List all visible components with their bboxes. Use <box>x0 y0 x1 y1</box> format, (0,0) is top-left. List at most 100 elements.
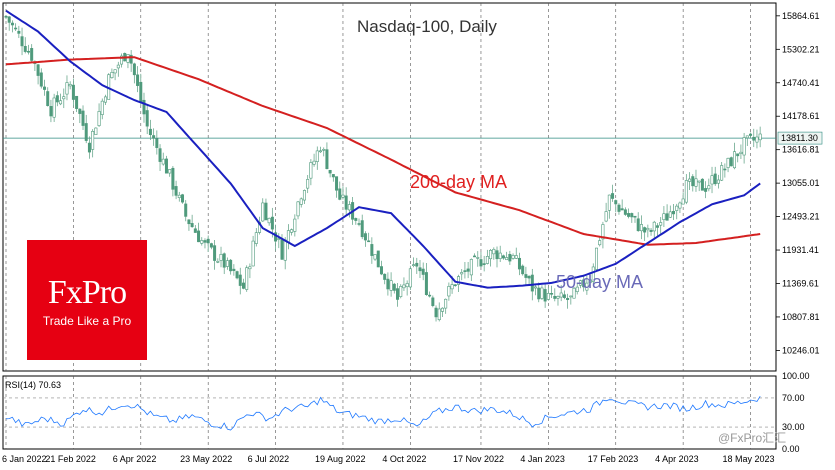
candle-body <box>386 278 390 290</box>
candle-body <box>286 230 290 243</box>
candle-body <box>363 233 367 241</box>
x-tick-label: 17 Feb 2023 <box>588 454 639 464</box>
candle-body <box>681 198 685 205</box>
candle-body <box>530 274 534 292</box>
candle-body <box>261 202 265 222</box>
candle-body <box>65 82 69 95</box>
candle-body <box>97 111 101 126</box>
candle-body <box>534 286 538 289</box>
candle-body <box>213 245 217 261</box>
candle-body <box>367 240 371 243</box>
candle-body <box>78 108 82 114</box>
y-tick-label: 11931.41 <box>782 245 819 255</box>
candle-body <box>164 158 168 174</box>
candle-body <box>585 282 589 291</box>
candle-body <box>209 243 213 248</box>
candle-body <box>75 95 79 109</box>
y-tick-label: 12493.21 <box>782 212 820 222</box>
y-tick-label: 10246.01 <box>782 345 820 355</box>
candle-body <box>418 267 422 272</box>
ma50-line <box>5 9 761 289</box>
candle-body <box>479 259 483 267</box>
x-tick-label: 4 Apr 2023 <box>655 454 699 464</box>
candle-body <box>145 110 149 127</box>
candle-body <box>136 74 140 86</box>
candle-body <box>267 217 271 224</box>
candle-body <box>155 138 159 148</box>
y-tick-label: 11369.61 <box>782 278 819 288</box>
x-tick-label: 6 Jul 2022 <box>248 454 290 464</box>
candle-body <box>550 293 554 295</box>
candle-body <box>181 194 185 203</box>
candle-body <box>412 264 416 266</box>
candle-body <box>694 178 698 187</box>
candle-body <box>142 99 146 115</box>
candle-body <box>177 194 181 198</box>
candle-body <box>373 254 377 260</box>
candle-body <box>299 198 303 205</box>
candle-body <box>203 240 207 243</box>
candle-body <box>158 148 162 162</box>
watermark: @FxPro汇汇 <box>718 431 786 445</box>
candle-body <box>450 284 454 290</box>
candle-body <box>293 218 297 232</box>
candle-body <box>675 205 679 211</box>
ma200-label: 200-day MA <box>410 172 507 192</box>
candle-body <box>456 276 460 285</box>
candle-body <box>627 213 631 217</box>
candle-body <box>716 179 720 184</box>
candle-body <box>668 211 672 218</box>
candle-body <box>389 280 393 291</box>
candle-body <box>187 219 191 225</box>
candle-body <box>399 286 403 297</box>
candle-body <box>720 165 724 181</box>
candle-body <box>232 268 236 271</box>
candle-body <box>607 194 611 211</box>
candle-body <box>264 202 268 221</box>
candle-body <box>582 279 586 288</box>
moving-averages <box>5 9 761 289</box>
candle-body <box>501 255 505 259</box>
candle-body <box>434 307 438 318</box>
candle-body <box>739 151 743 154</box>
candle-body <box>322 149 326 151</box>
candle-body <box>360 220 364 238</box>
candle-body <box>222 253 226 268</box>
candle-body <box>729 157 733 167</box>
chart-title: Nasdaq-100, Daily <box>357 17 497 36</box>
candle-body <box>120 55 124 65</box>
rsi-y-tick-label: 100.00 <box>782 371 810 381</box>
candle-body <box>379 266 383 275</box>
candle-body <box>94 127 98 135</box>
x-tick-label: 4 Oct 2022 <box>382 454 426 464</box>
candle-body <box>649 229 653 232</box>
candle-body <box>473 255 477 258</box>
candle-body <box>492 248 496 255</box>
candle-body <box>171 167 175 190</box>
y-tick-label: 15864.61 <box>782 11 820 21</box>
candle-body <box>598 240 602 246</box>
candle-body <box>251 240 255 267</box>
candle-body <box>328 169 332 174</box>
candle-body <box>546 293 550 300</box>
logo-slogan: Trade Like a Pro <box>42 314 132 328</box>
candle-body <box>129 54 133 64</box>
rsi-y-tick-label: 70.00 <box>782 393 805 403</box>
candle-body <box>460 272 464 275</box>
candle-body <box>415 262 419 267</box>
candle-body <box>707 185 711 190</box>
candle-body <box>10 22 14 26</box>
candle-body <box>736 153 740 157</box>
candle-body <box>174 186 178 196</box>
candle-body <box>646 227 650 231</box>
candle-body <box>55 95 59 103</box>
candle-body <box>508 253 512 262</box>
candle-body <box>39 72 43 87</box>
price-candles <box>4 15 762 322</box>
candle-body <box>148 128 152 136</box>
candle-body <box>521 265 525 275</box>
candle-body <box>578 280 582 286</box>
x-tick-label: 4 Jan 2023 <box>520 454 565 464</box>
candle-body <box>277 238 281 240</box>
